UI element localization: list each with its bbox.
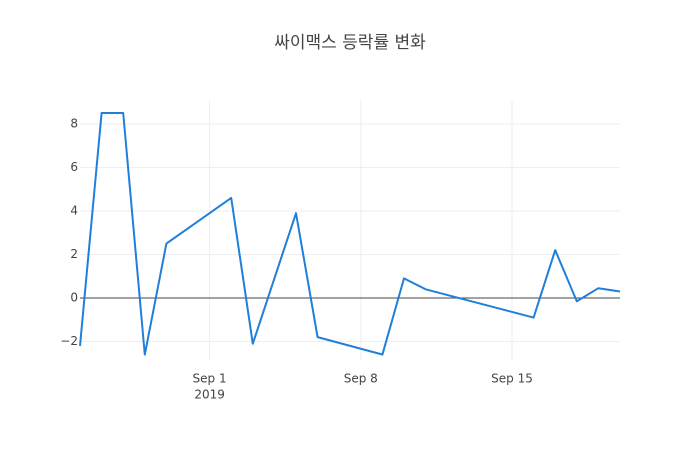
y-tick-label: −2 [60,334,78,348]
x-tick-label: Sep 1 [193,372,227,386]
x-tick-year: 2019 [194,388,225,402]
y-tick-label: 6 [70,160,78,174]
x-tick-label: Sep 15 [491,372,533,386]
y-tick-label: 2 [70,247,78,261]
line-series [79,112,621,356]
x-tick-label: Sep 8 [344,372,378,386]
y-tick-label: 4 [70,203,78,217]
y-tick-label: 0 [70,290,78,304]
chart-title: 싸이맥스 등락률 변화 [274,33,426,53]
y-tick-label: 8 [70,116,78,130]
